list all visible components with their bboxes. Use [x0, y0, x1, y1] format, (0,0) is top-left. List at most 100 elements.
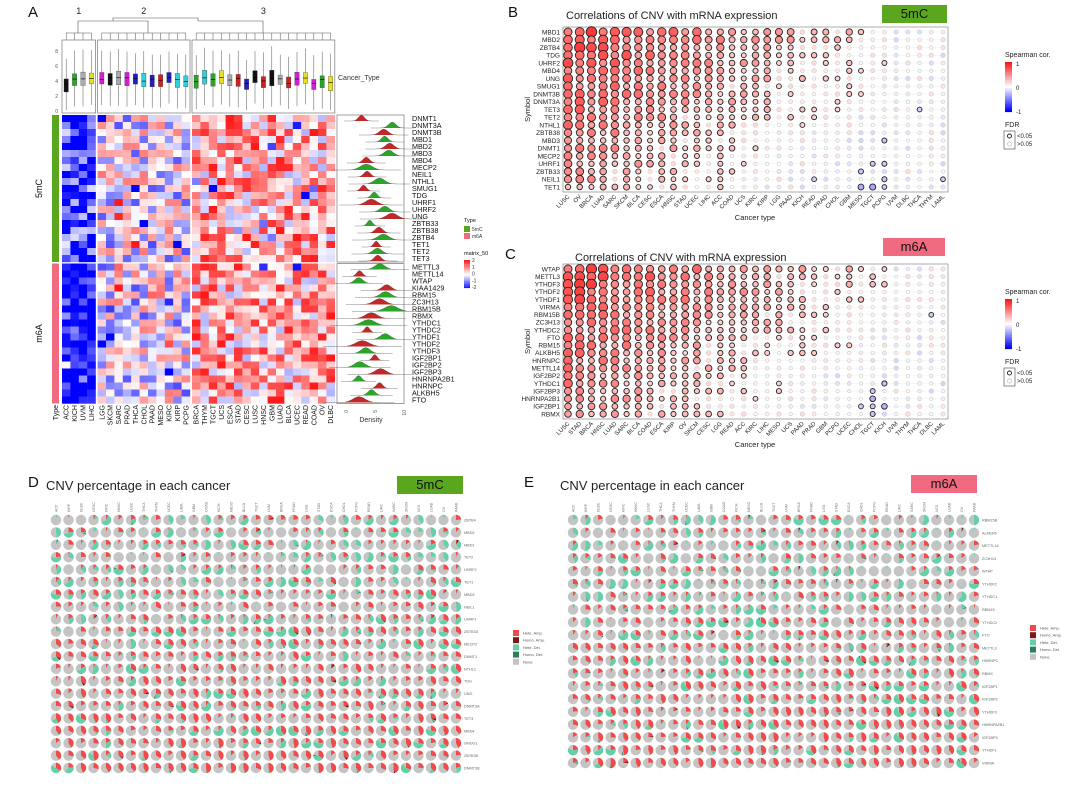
heatmap-cell [250, 312, 260, 320]
pie-slice [356, 589, 361, 595]
pie-slice [163, 514, 172, 526]
pie-slice [318, 553, 324, 558]
heatmap-cell [208, 213, 218, 221]
pie-slice [118, 663, 123, 669]
heatmap-cell [131, 248, 140, 256]
correlation-dot [857, 168, 864, 175]
pie-slice [268, 688, 274, 694]
pie-slice [381, 638, 384, 644]
heatmap-cell [164, 122, 174, 130]
heatmap-cell [200, 382, 209, 390]
correlation-dot [751, 311, 760, 319]
pie-slice [281, 576, 282, 582]
pie-slice [206, 725, 211, 731]
pie-slice [56, 644, 61, 648]
heatmap-cell [200, 255, 209, 263]
pie-slice [302, 539, 312, 550]
heatmap-cell [318, 192, 327, 200]
heatmap-cell [301, 199, 310, 207]
pie-slice [201, 701, 212, 712]
scale-colorbar-segment [464, 262, 470, 265]
pie-slice [313, 601, 324, 612]
heatmap-cell [139, 319, 149, 327]
correlation-dot [917, 381, 922, 386]
correlation-dot [670, 349, 677, 357]
pie-slice [168, 593, 174, 595]
correlation-dot [658, 311, 666, 319]
correlation-dot [623, 129, 630, 137]
pie-slice [268, 527, 270, 533]
heatmap-cell [148, 382, 157, 390]
pie-slice [231, 730, 236, 735]
pie-slice [325, 626, 337, 637]
correlation-dot [917, 320, 922, 325]
heatmap-cell [292, 298, 302, 306]
pie-slice [143, 713, 147, 719]
correlation-dot [730, 161, 735, 166]
correlation-dot [610, 105, 620, 114]
pie-slice [431, 718, 435, 723]
pie-slice [181, 718, 186, 724]
pie-slice [231, 713, 234, 719]
pie-slice [306, 730, 309, 736]
heatmap-cell [326, 298, 335, 306]
heatmap-cell [318, 199, 327, 207]
pie-slice [81, 688, 87, 699]
correlation-dot [717, 183, 724, 191]
pie-slice [243, 552, 248, 558]
pie-slice [275, 539, 287, 550]
correlation-dot [694, 396, 700, 401]
pie-slice [281, 651, 284, 657]
correlation-dot [941, 68, 945, 73]
heatmap-cell [87, 227, 96, 235]
correlation-dot [717, 410, 724, 418]
heatmap-cell [225, 368, 235, 376]
pie-row-label: MBD1 [464, 543, 475, 547]
pie-slice [175, 601, 187, 612]
pie-slice [338, 514, 346, 526]
pie-slice [413, 527, 424, 538]
pie-slice [218, 676, 224, 682]
heatmap-cell [242, 248, 251, 256]
correlation-dot [940, 289, 946, 295]
pie-slice [256, 614, 262, 620]
correlation-dot [869, 183, 877, 191]
boxplot-box [202, 70, 207, 85]
heatmap-cell [97, 298, 107, 306]
correlation-dot [765, 138, 770, 143]
heatmap-cell [309, 298, 319, 306]
heatmap-cell [208, 199, 218, 207]
pie-slice [154, 693, 162, 699]
correlation-dot [834, 91, 841, 97]
pie-slice [188, 527, 199, 538]
heatmap-cell [164, 382, 174, 390]
pie-slice [256, 655, 262, 657]
correlation-dot [882, 45, 887, 50]
colorbar-segment [1005, 70, 1012, 73]
correlation-dot [765, 373, 770, 378]
heatmap-cell [131, 270, 140, 278]
pie-slice [250, 676, 262, 687]
heatmap-cell [242, 178, 251, 186]
heatmap-cell [276, 298, 285, 306]
pie-slice [293, 606, 299, 608]
pie-slice [275, 688, 287, 699]
pie-slice [331, 543, 336, 545]
heatmap-cell [267, 277, 277, 285]
correlation-dot [765, 335, 770, 340]
correlation-dot [646, 387, 654, 395]
pie-slice [206, 689, 212, 699]
pie-slice [338, 564, 349, 575]
pie-column-label: THCA [142, 502, 146, 512]
pie-slice [163, 631, 174, 637]
heatmap-cell [234, 150, 243, 158]
correlation-dot [669, 318, 678, 327]
pie-slice [381, 651, 385, 657]
heatmap-cell [164, 333, 174, 341]
heatmap-cell [164, 129, 174, 137]
heatmap-cell [267, 206, 277, 214]
pie-slice [206, 555, 212, 558]
heatmap-cell [234, 396, 243, 404]
correlation-dot [823, 161, 828, 166]
fdr-legend-dot [1007, 133, 1012, 139]
